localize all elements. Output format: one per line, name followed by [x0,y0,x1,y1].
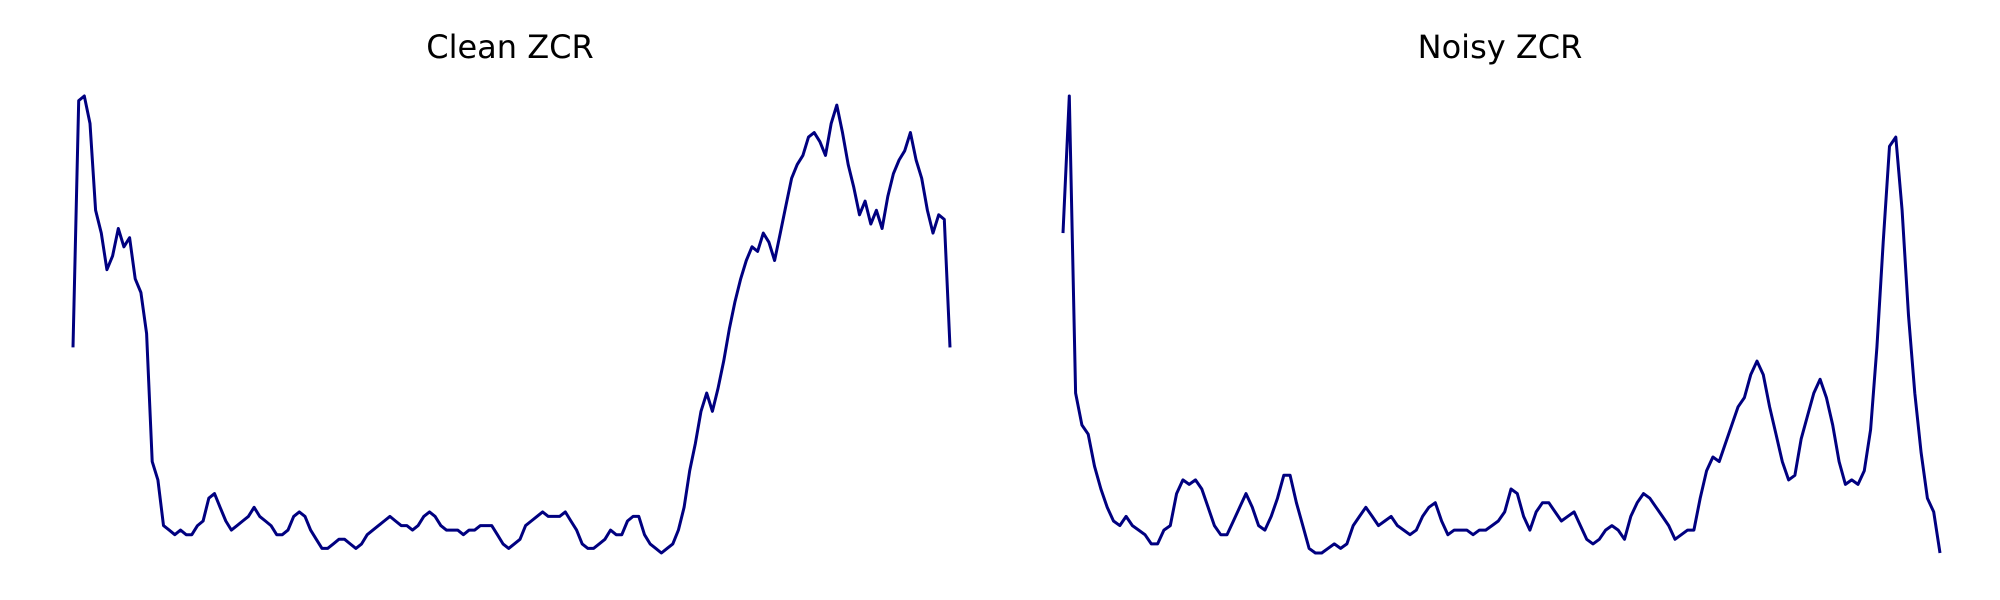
noisy-zcr-title: Noisy ZCR [1418,28,1583,66]
noisy-zcr-panel: Noisy ZCR [1061,28,1942,555]
clean-zcr-panel: Clean ZCR [71,28,952,555]
noisy-zcr-series-line [1061,94,1942,555]
clean-zcr-series-line [71,94,952,555]
clean-zcr-title: Clean ZCR [426,28,593,66]
